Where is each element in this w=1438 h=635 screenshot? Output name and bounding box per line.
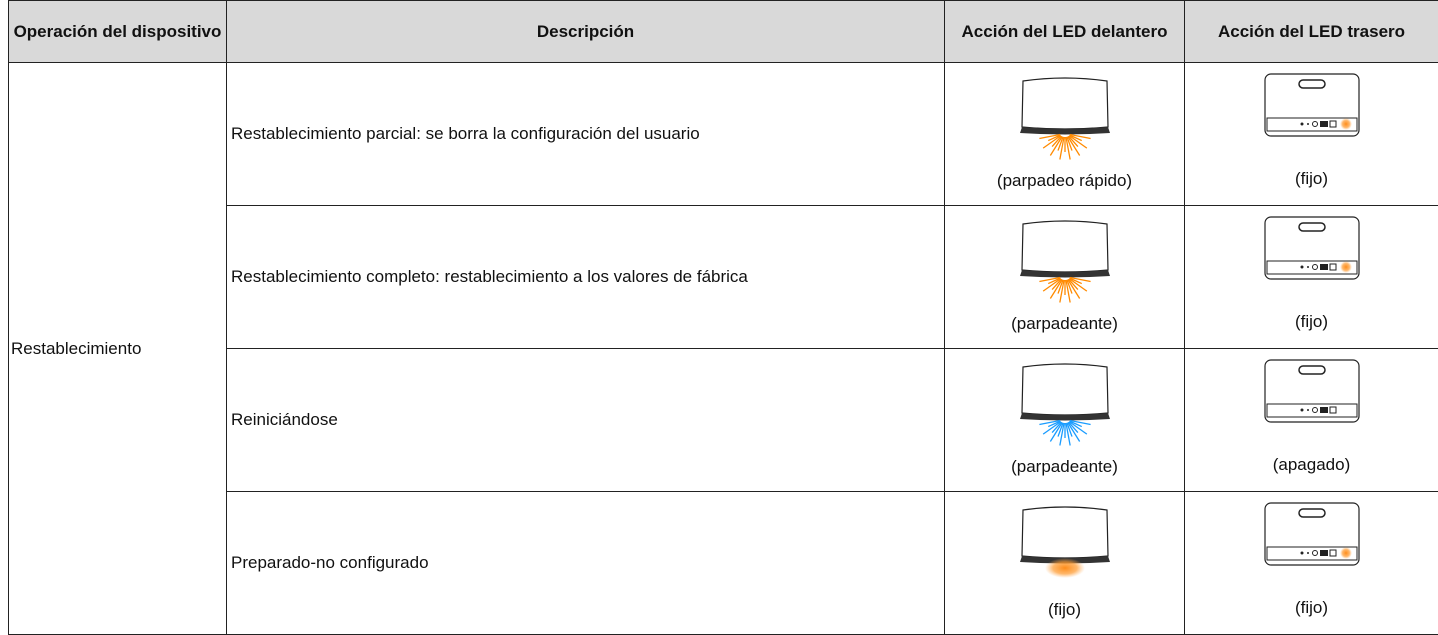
group-label: Restablecimiento <box>9 63 227 635</box>
header-cell: Descripción <box>227 1 945 63</box>
front-cell: (parpadeante) <box>945 349 1185 492</box>
rear-cell: (fijo) <box>1185 492 1438 635</box>
front-led-icon <box>1015 75 1115 165</box>
front-cell: (parpadeo rápido) <box>945 63 1185 206</box>
rear-cell: (apagado) <box>1185 349 1438 492</box>
rear-state: (fijo) <box>1185 312 1438 332</box>
description: Reiniciándose <box>227 349 945 492</box>
rear-led-icon <box>1262 500 1362 570</box>
front-led-icon <box>1015 361 1115 451</box>
front-cell: (fijo) <box>945 492 1185 635</box>
rear-cell: (fijo) <box>1185 63 1438 206</box>
header-row: Operación del dispositivo Descripción Ac… <box>9 1 1438 63</box>
header-cell: Operación del dispositivo <box>9 1 227 63</box>
rear-led-icon <box>1262 357 1362 427</box>
front-state: (parpadeo rápido) <box>945 171 1184 191</box>
row: Restablecimiento Restablecimiento parcia… <box>9 63 1438 206</box>
rear-state: (apagado) <box>1185 455 1438 475</box>
front-state: (parpadeante) <box>945 314 1184 334</box>
front-led-icon <box>1015 504 1115 594</box>
rear-cell: (fijo) <box>1185 206 1438 349</box>
header-cell: Acción del LED delantero <box>945 1 1185 63</box>
description: Preparado-no configurado <box>227 492 945 635</box>
rear-state: (fijo) <box>1185 598 1438 618</box>
rear-led-icon <box>1262 214 1362 284</box>
description: Restablecimiento parcial: se borra la co… <box>227 63 945 206</box>
rear-state: (fijo) <box>1185 169 1438 189</box>
front-state: (fijo) <box>945 600 1184 620</box>
front-state: (parpadeante) <box>945 457 1184 477</box>
led-table: Operación del dispositivo Descripción Ac… <box>8 0 1438 635</box>
rear-led-icon <box>1262 71 1362 141</box>
front-led-icon <box>1015 218 1115 308</box>
header-cell: Acción del LED trasero <box>1185 1 1438 63</box>
description: Restablecimiento completo: restablecimie… <box>227 206 945 349</box>
front-cell: (parpadeante) <box>945 206 1185 349</box>
